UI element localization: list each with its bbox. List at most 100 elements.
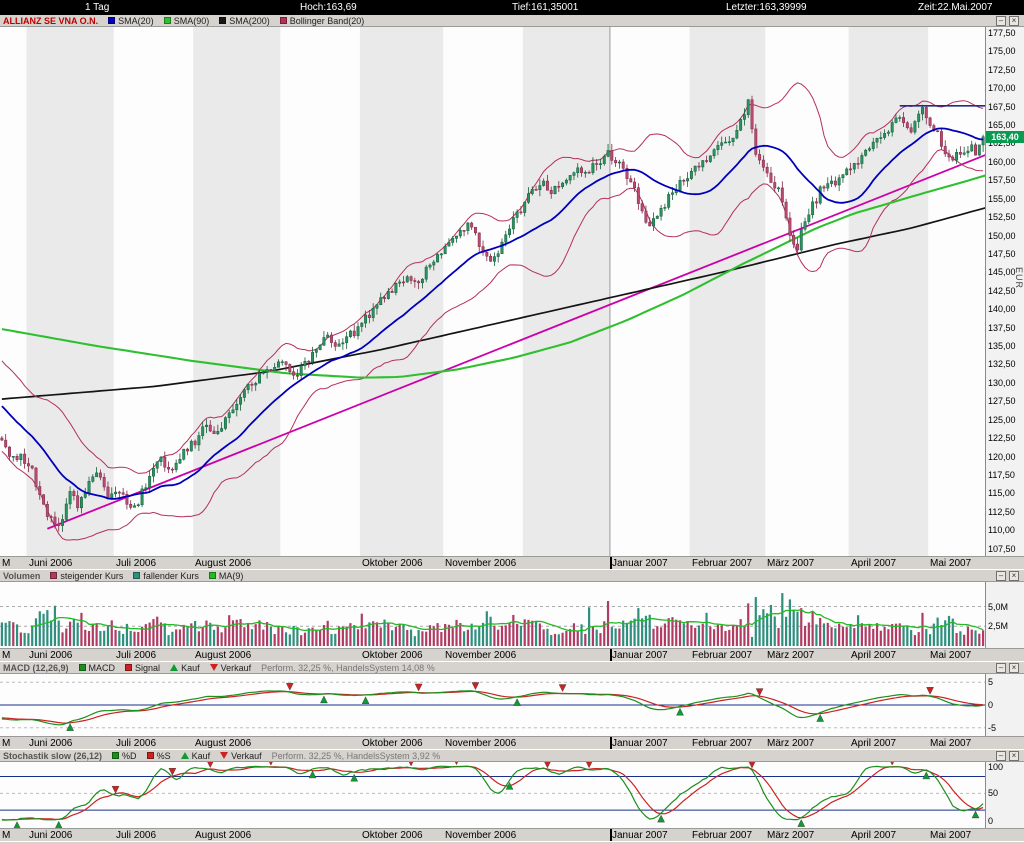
- close-icon[interactable]: [1009, 15, 1019, 26]
- bottom-edge: [0, 842, 1024, 844]
- price-tick-label: 145,00: [988, 267, 1016, 277]
- minimize-icon[interactable]: [996, 662, 1006, 673]
- stoch-chart-canvas[interactable]: [0, 762, 985, 828]
- buy-marker: [657, 814, 665, 823]
- price-tick-label: 175,00: [988, 46, 1016, 56]
- macd-title: MACD (12,26,9): [3, 662, 69, 673]
- sma90-swatch: [163, 17, 171, 24]
- sell-marker: [207, 762, 214, 768]
- legend-item: Signal: [125, 663, 160, 673]
- stoch-chart-row: 100 50 0: [0, 762, 1024, 828]
- month-stripes: [26, 27, 929, 556]
- month-label: November 2006: [445, 830, 517, 841]
- macd-line: [1, 690, 984, 726]
- month-label: Januar 2007: [612, 830, 668, 841]
- price-tick-label: 112,50: [988, 507, 1015, 517]
- volume-legend: steigender Kurs fallender Kurs MA(9): [50, 571, 243, 581]
- percent-d-line: [1, 765, 984, 821]
- price-tick-label: 170,00: [988, 83, 1016, 93]
- bollinger-swatch: [279, 17, 287, 24]
- buy-marker: [361, 696, 370, 704]
- month-label: Januar 2007: [612, 558, 668, 569]
- time-axis-volume: M Juni 2006 Juli 2006 August 2006 Oktober 20…: [0, 648, 1024, 662]
- macd-tick-label: 5: [988, 677, 994, 687]
- bollinger-upper-band: [1, 82, 984, 474]
- last-price-label: Letzter:163,39999: [726, 2, 807, 13]
- price-tick-label: 110,00: [988, 525, 1015, 535]
- month-label: Juni 2006: [29, 738, 73, 749]
- stoch-tick-label: 50: [988, 788, 999, 798]
- month-label: Oktober 2006: [362, 830, 423, 841]
- close-icon[interactable]: [1009, 750, 1019, 761]
- signal-swatch: [125, 664, 133, 671]
- percent-s-swatch: [146, 752, 154, 759]
- macd-chart-canvas[interactable]: [0, 674, 985, 736]
- sell-marker: [755, 688, 764, 697]
- sell-marker: [890, 762, 894, 766]
- bollinger-lower-band: [1, 149, 984, 541]
- month-label: Juli 2006: [116, 738, 157, 749]
- sma20-line: [1, 127, 984, 500]
- buy-marker: [55, 820, 63, 828]
- year-separator-tick: [610, 737, 612, 749]
- legend-label: Verkauf: [220, 662, 252, 673]
- price-tick-label: 162,50: [988, 138, 1016, 148]
- buy-marker: [797, 819, 806, 827]
- legend-item: Verkauf: [220, 751, 262, 761]
- volume-ma-line: [32, 609, 984, 632]
- price-tick-label: 132,50: [988, 359, 1016, 369]
- macd-swatch: [78, 664, 86, 671]
- price-tick-label: 115,00: [988, 488, 1015, 498]
- trend-line: [47, 154, 985, 530]
- stoch-panel-header: Stochastik slow (26,12) %D %S Kauf Verkauf …: [0, 750, 1024, 762]
- month-label: Juli 2006: [116, 558, 157, 569]
- price-chart-canvas[interactable]: [0, 27, 985, 556]
- close-icon[interactable]: [1009, 570, 1019, 581]
- price-tick-label: 130,00: [988, 378, 1016, 388]
- month-label: M: [2, 650, 11, 661]
- month-label: November 2006: [445, 650, 517, 661]
- minimize-icon[interactable]: [996, 750, 1006, 761]
- falling-volume-swatch: [133, 572, 141, 579]
- price-tick-label: 107,50: [988, 544, 1016, 554]
- sell-marker: [544, 762, 551, 769]
- period-selector[interactable]: 1 Tag: [85, 2, 110, 13]
- close-icon[interactable]: [1009, 662, 1019, 673]
- month-label: Februar 2007: [692, 650, 753, 661]
- month-label: März 2007: [767, 558, 815, 569]
- macd-tick-label: 0: [988, 700, 994, 710]
- month-label: Mai 2007: [930, 738, 972, 749]
- legend-label: MACD: [88, 662, 116, 673]
- buy-marker-icon: [180, 752, 189, 759]
- price-tick-label: 135,00: [988, 341, 1016, 351]
- price-tick-label: 140,00: [988, 304, 1016, 314]
- sell-marker: [408, 762, 414, 767]
- month-label: Juni 2006: [29, 558, 73, 569]
- price-tick-label: 150,00: [988, 231, 1016, 241]
- volume-tick-label: 2,5M: [988, 621, 1009, 631]
- volume-ma-swatch: [208, 572, 216, 579]
- window-controls: [996, 15, 1021, 26]
- price-tick-label: 117,50: [988, 470, 1015, 480]
- volume-chart-canvas[interactable]: [0, 582, 985, 648]
- price-chart-row: 163,40 EUR 177,50 175,00 172,50 170,00 167,5…: [0, 27, 1024, 556]
- month-label: Oktober 2006: [362, 558, 423, 569]
- buy-marker: [505, 781, 514, 790]
- minimize-icon[interactable]: [996, 570, 1006, 581]
- legend-item: %S: [146, 751, 171, 761]
- price-tick-label: 177,50: [988, 28, 1016, 38]
- eur-axis-unit: EUR: [1014, 267, 1024, 290]
- legend-label: steigender Kurs: [60, 570, 124, 581]
- legend-item: Kauf: [170, 663, 200, 673]
- month-label: März 2007: [767, 830, 815, 841]
- buy-marker: [66, 723, 74, 731]
- macd-legend: MACD Signal Kauf Verkauf: [78, 662, 252, 673]
- legend-label: Bollinger Band(20): [289, 15, 365, 26]
- month-label: Juli 2006: [116, 650, 157, 661]
- minimize-icon[interactable]: [996, 15, 1006, 26]
- stoch-y-axis: 100 50 0: [985, 762, 1024, 828]
- month-label: Oktober 2006: [362, 650, 423, 661]
- month-label: April 2007: [851, 830, 897, 841]
- year-separator-tick: [610, 649, 612, 661]
- legend-item: MACD: [78, 662, 116, 673]
